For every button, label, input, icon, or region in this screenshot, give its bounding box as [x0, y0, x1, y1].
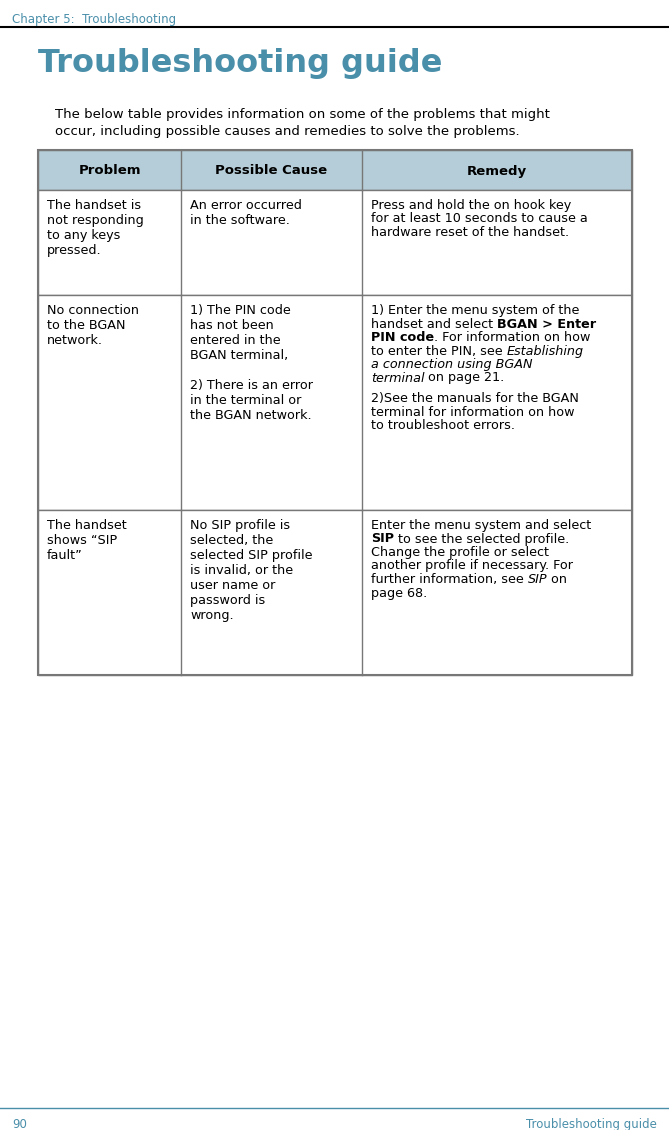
Text: Possible Cause: Possible Cause	[215, 165, 328, 177]
Text: hardware reset of the handset.: hardware reset of the handset.	[371, 226, 569, 240]
Text: Establishing: Establishing	[506, 345, 584, 357]
Bar	[38, 295, 632, 510]
Text: page 68.: page 68.	[371, 586, 427, 600]
Text: 1) The PIN code
has not been
entered in the
BGAN terminal,

2) There is an error: 1) The PIN code has not been entered in …	[190, 304, 313, 421]
Text: Troubleshooting guide: Troubleshooting guide	[38, 47, 442, 79]
Text: SIP: SIP	[528, 573, 547, 586]
Text: a connection using BGAN: a connection using BGAN	[371, 358, 533, 371]
Bar	[38, 510, 632, 675]
Text: Chapter 5:  Troubleshooting: Chapter 5: Troubleshooting	[12, 14, 176, 26]
Text: The below table provides information on some of the problems that might: The below table provides information on …	[55, 108, 550, 121]
Text: for at least 10 seconds to cause a: for at least 10 seconds to cause a	[371, 212, 588, 226]
Text: 2)See the manuals for the BGAN: 2)See the manuals for the BGAN	[371, 392, 579, 406]
Text: another profile if necessary. For: another profile if necessary. For	[371, 559, 573, 573]
Text: Change the profile or select: Change the profile or select	[371, 546, 549, 559]
Text: SIP: SIP	[371, 532, 394, 546]
Text: occur, including possible causes and remedies to solve the problems.: occur, including possible causes and rem…	[55, 125, 520, 138]
Text: 1) Enter the menu system of the: 1) Enter the menu system of the	[371, 304, 579, 318]
Text: Press and hold the on hook key: Press and hold the on hook key	[371, 199, 571, 212]
Text: No SIP profile is
selected, the
selected SIP profile
is invalid, or the
user nam: No SIP profile is selected, the selected…	[190, 519, 312, 622]
Text: The handset
shows “SIP
fault”: The handset shows “SIP fault”	[47, 519, 126, 562]
Text: . For information on how: . For information on how	[434, 331, 591, 344]
Text: The handset is
not responding
to any keys
pressed.: The handset is not responding to any key…	[47, 199, 144, 257]
Text: 90: 90	[12, 1118, 27, 1130]
Text: PIN code: PIN code	[371, 331, 434, 344]
Text: handset and select: handset and select	[371, 318, 497, 330]
Text: on: on	[547, 573, 567, 586]
Text: to troubleshoot errors.: to troubleshoot errors.	[371, 419, 515, 433]
Bar	[38, 190, 632, 295]
Text: further information, see: further information, see	[371, 573, 528, 586]
Text: Troubleshooting guide: Troubleshooting guide	[526, 1118, 657, 1130]
Bar	[38, 150, 632, 190]
Text: to see the selected profile.: to see the selected profile.	[394, 532, 569, 546]
Text: Problem: Problem	[78, 165, 140, 177]
Text: An error occurred
in the software.: An error occurred in the software.	[190, 199, 302, 227]
Text: terminal for information on how: terminal for information on how	[371, 406, 575, 419]
Text: BGAN > Enter: BGAN > Enter	[497, 318, 596, 330]
Text: terminal: terminal	[371, 372, 425, 384]
Text: Remedy: Remedy	[467, 165, 527, 177]
Bar	[38, 150, 632, 675]
Text: to enter the PIN, see: to enter the PIN, see	[371, 345, 506, 357]
Text: on page 21.: on page 21.	[425, 372, 504, 384]
Text: Enter the menu system and select: Enter the menu system and select	[371, 519, 591, 532]
Text: No connection
to the BGAN
network.: No connection to the BGAN network.	[47, 304, 139, 347]
